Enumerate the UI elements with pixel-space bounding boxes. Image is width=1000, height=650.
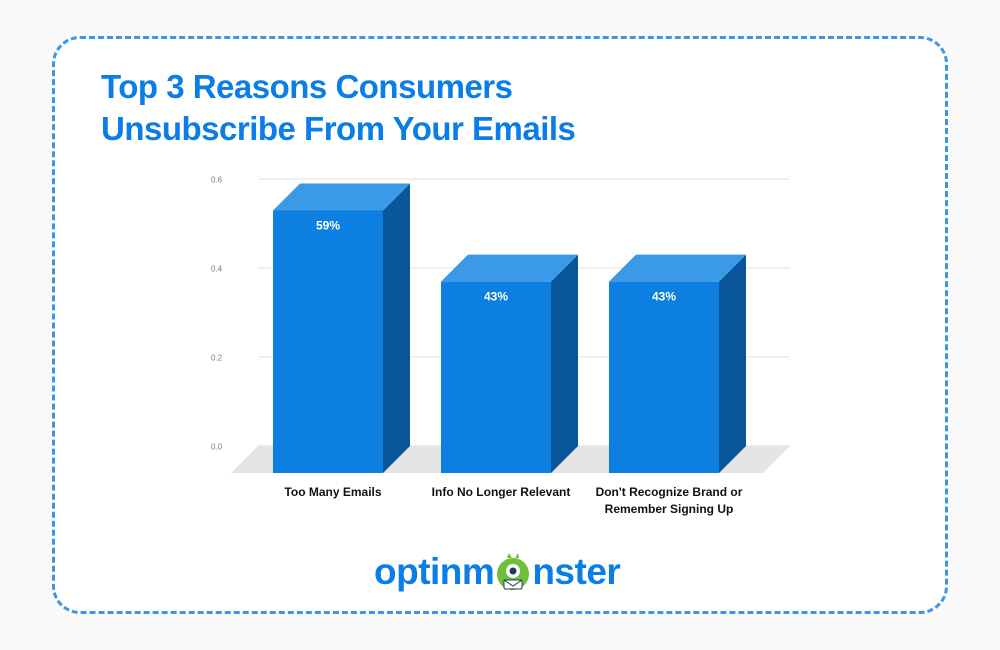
bar <box>609 281 719 473</box>
data-label: 43% <box>484 290 508 304</box>
bar-top <box>441 254 578 282</box>
y-tick-label: 0.4 <box>211 265 223 274</box>
bar-side <box>551 254 578 473</box>
bar-side <box>719 254 746 473</box>
chart-title-line-1: Top 3 Reasons Consumers <box>101 68 513 105</box>
x-tick-label: Don't Recognize Brand or <box>596 485 743 499</box>
bar-top <box>609 254 746 282</box>
bar <box>273 210 383 473</box>
monster-icon <box>497 553 530 590</box>
data-label: 59% <box>316 218 340 232</box>
x-tick-label: Info No Longer Relevant <box>432 485 571 499</box>
x-tick-label: Remember Signing Up <box>605 502 734 516</box>
bar-side <box>383 183 410 473</box>
bar <box>441 281 551 473</box>
y-tick-label: 0.2 <box>211 354 223 363</box>
chart-title-line-2: Unsubscribe From Your Emails <box>101 110 576 147</box>
bar-top <box>273 183 410 211</box>
data-label: 43% <box>652 290 676 304</box>
logo-text-start: optinm <box>374 551 495 592</box>
optinmonster-logo: optinm nster <box>374 549 621 595</box>
chart-title: Top 3 Reasons Consumers Unsubscribe From… <box>101 66 801 150</box>
x-tick-label: Too Many Emails <box>284 485 381 499</box>
y-tick-label: 0.6 <box>211 176 223 185</box>
logo-text-end: nster <box>532 551 621 592</box>
y-tick-label: 0.0 <box>211 443 223 452</box>
